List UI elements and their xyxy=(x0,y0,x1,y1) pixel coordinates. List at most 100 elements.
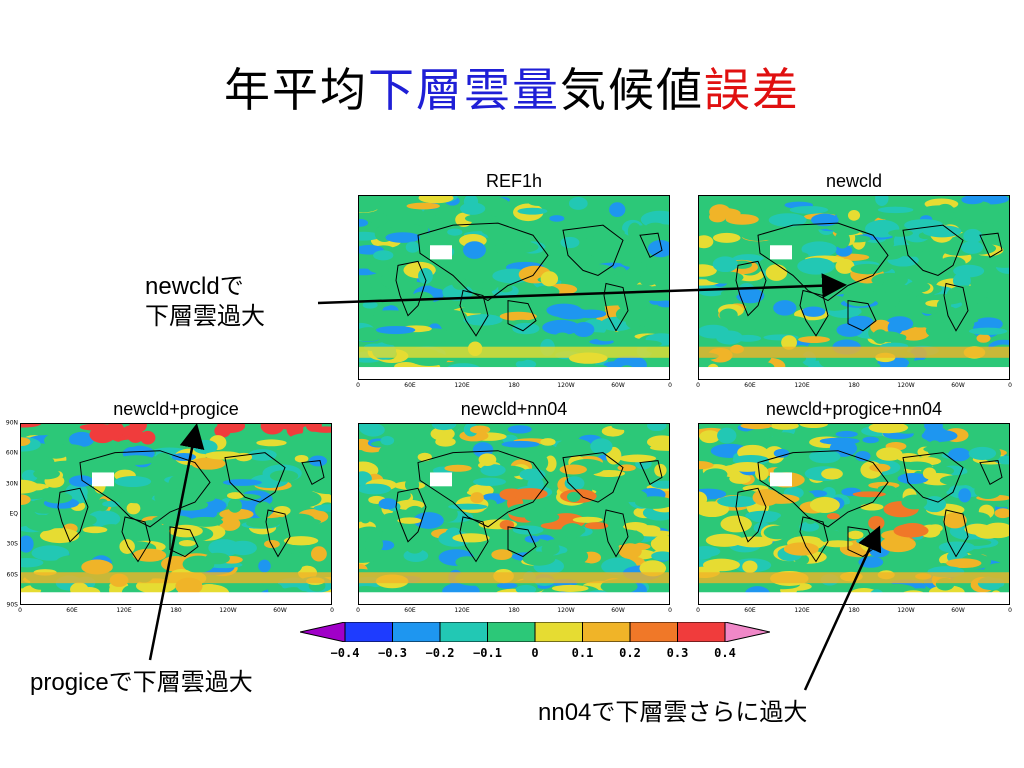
coastline xyxy=(603,282,629,332)
x-tick-label: 120E xyxy=(454,607,470,614)
panel-title: newcld+progice xyxy=(113,399,239,419)
bias-patch xyxy=(431,423,457,431)
title-part-3: 気候値 xyxy=(560,63,704,117)
bias-patch xyxy=(768,213,807,227)
bias-patch xyxy=(453,327,471,336)
coastline xyxy=(417,222,549,302)
map-frame xyxy=(358,195,670,380)
bias-patch xyxy=(819,437,860,445)
coastline xyxy=(57,487,89,543)
bias-patch xyxy=(566,491,581,503)
bias-patch xyxy=(809,496,840,514)
bias-patch xyxy=(20,453,55,471)
coastline xyxy=(735,260,767,317)
bias-patch xyxy=(845,510,881,519)
bias-patch xyxy=(564,476,585,491)
bias-patch xyxy=(772,316,812,334)
bias-patch xyxy=(797,257,835,275)
x-tick-label: 60W xyxy=(611,382,625,389)
bias-patch xyxy=(310,481,332,495)
bias-patch xyxy=(847,209,861,221)
bias-patch xyxy=(709,204,731,220)
bias-patch xyxy=(821,468,843,480)
annotation-newcld-line2: 下層雲過大 xyxy=(145,303,265,330)
colorbar xyxy=(300,622,770,642)
title-part-1: 年平均 xyxy=(224,63,368,117)
bias-patch xyxy=(835,430,858,438)
bias-patch xyxy=(397,206,424,219)
bias-patch xyxy=(702,558,741,572)
bias-patch xyxy=(647,240,670,258)
bias-patch xyxy=(358,219,369,227)
bias-patch xyxy=(364,536,384,553)
bias-patch xyxy=(968,327,1008,335)
bias-patch xyxy=(698,324,729,339)
bias-patch xyxy=(877,206,914,214)
x-tick-labels: 0 60E 120E 180 120W 60W 0 xyxy=(696,382,1012,392)
bias-patch xyxy=(725,221,742,236)
bias-patch xyxy=(178,540,196,547)
coastline xyxy=(79,450,211,528)
bias-patch xyxy=(528,199,550,206)
missing-data-patch xyxy=(430,472,452,487)
bias-patch xyxy=(572,516,603,523)
bias-patch xyxy=(584,522,609,530)
bias-patch xyxy=(821,424,857,432)
bias-patch xyxy=(82,526,108,534)
bias-patch xyxy=(885,495,900,502)
bias-patch xyxy=(460,202,486,215)
bias-patch xyxy=(248,449,277,461)
coastline xyxy=(562,452,624,503)
bias-patch xyxy=(974,482,1002,499)
coastline xyxy=(757,222,889,302)
bias-patch xyxy=(586,227,625,238)
bias-patch xyxy=(20,437,31,446)
bias-patch xyxy=(875,331,903,343)
bias-patch xyxy=(964,358,980,367)
x-tick-label: 180 xyxy=(848,607,860,614)
bias-patch xyxy=(20,479,40,494)
bias-patch xyxy=(720,289,739,298)
bias-patch xyxy=(286,544,302,554)
bias-patch xyxy=(388,196,418,203)
bias-patch xyxy=(542,319,580,335)
bias-patch xyxy=(367,261,389,274)
bias-patch xyxy=(978,424,991,442)
x-tick-label: 60W xyxy=(273,607,287,614)
bias-patch xyxy=(186,516,224,527)
bias-patch xyxy=(405,241,420,253)
bias-patch xyxy=(698,501,730,518)
bias-patch xyxy=(870,319,892,335)
bias-patch xyxy=(888,229,913,237)
y-tick-label: 60S xyxy=(6,571,18,579)
bias-patch xyxy=(219,508,254,520)
bias-patch xyxy=(227,441,262,449)
bias-patch xyxy=(875,195,889,207)
bias-patch xyxy=(549,215,565,222)
coastline xyxy=(459,289,489,337)
bias-patch xyxy=(646,435,670,449)
bias-patch xyxy=(789,205,829,214)
bias-patch xyxy=(964,523,991,535)
coastline xyxy=(395,487,427,543)
bias-patch xyxy=(285,490,322,508)
bias-patch xyxy=(228,540,257,556)
bias-patch xyxy=(635,530,670,537)
bias-patch xyxy=(922,467,937,480)
bias-patch xyxy=(822,486,836,499)
bias-patch xyxy=(378,498,398,510)
bias-patch xyxy=(978,210,1002,223)
colorbar-label: 0 xyxy=(531,646,539,660)
colorbar-label: 0.1 xyxy=(571,646,594,660)
bias-patch xyxy=(936,298,952,313)
map-frame xyxy=(698,423,1010,605)
bias-patch xyxy=(958,488,972,503)
bias-patch xyxy=(545,199,562,207)
bias-patch xyxy=(496,582,518,589)
bias-patch xyxy=(960,241,984,254)
bias-patch xyxy=(495,239,508,255)
bias-patch xyxy=(447,228,463,236)
bias-patch xyxy=(768,287,791,299)
bias-patch xyxy=(362,301,378,309)
bias-patch xyxy=(888,244,924,255)
